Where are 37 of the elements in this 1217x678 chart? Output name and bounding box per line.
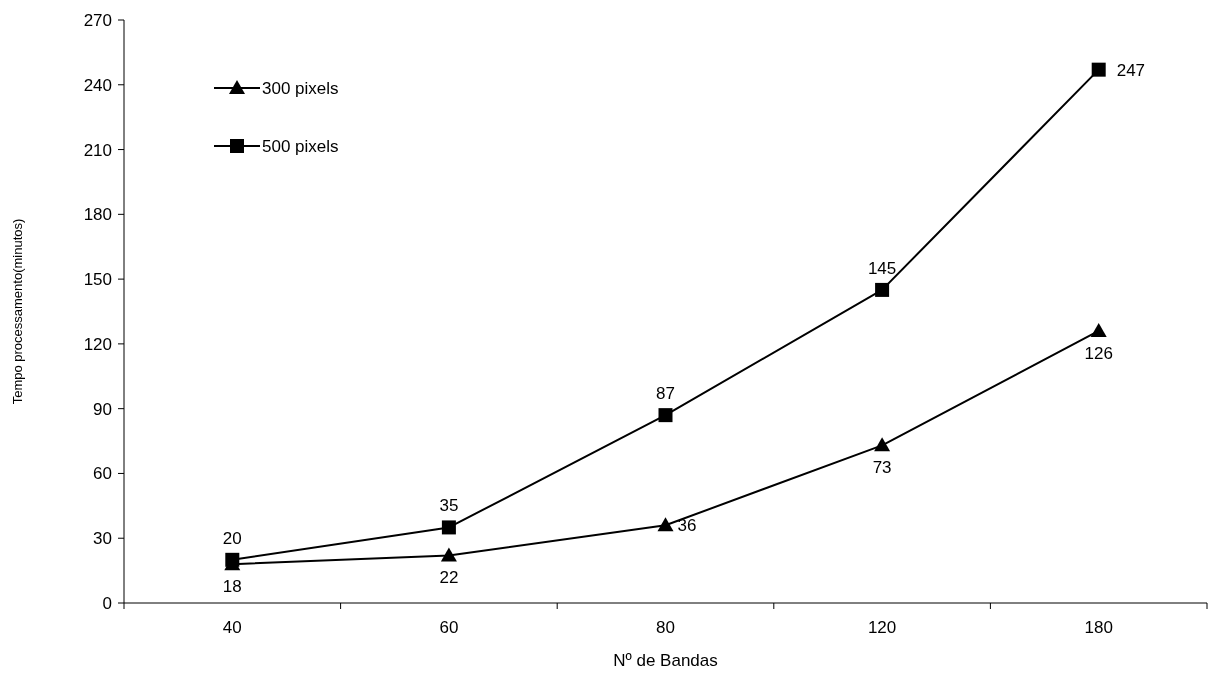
y-tick-label: 240 bbox=[83, 75, 112, 95]
y-tick-label: 0 bbox=[102, 593, 112, 613]
y-tick-label: 270 bbox=[83, 10, 112, 30]
x-tick-label: 180 bbox=[1084, 618, 1113, 637]
data-label: 145 bbox=[867, 258, 897, 278]
legend-label: 500 pixels bbox=[262, 136, 339, 156]
y-tick-label: 60 bbox=[93, 464, 112, 484]
x-tick-label: 120 bbox=[867, 618, 897, 637]
point bbox=[657, 517, 674, 532]
point bbox=[875, 282, 890, 297]
legend-label: 300 pixels bbox=[262, 78, 339, 98]
y-tick-label: 210 bbox=[83, 140, 112, 160]
data-label: 87 bbox=[656, 384, 675, 404]
point bbox=[658, 408, 673, 423]
data-label: 126 bbox=[1084, 343, 1113, 363]
point bbox=[440, 547, 457, 562]
data-label: 20 bbox=[222, 528, 242, 548]
point bbox=[1091, 62, 1106, 77]
point bbox=[441, 520, 456, 535]
x-tick-label: 60 bbox=[439, 618, 459, 637]
data-label: 73 bbox=[872, 458, 892, 478]
x-tick-label: 40 bbox=[222, 618, 242, 637]
data-label: 22 bbox=[439, 568, 459, 588]
y-tick-label: 30 bbox=[93, 529, 112, 549]
data-label: 35 bbox=[439, 496, 459, 516]
x-axis-title: Nº de Bandas bbox=[613, 651, 718, 670]
point bbox=[1090, 322, 1107, 337]
y-tick-label: 120 bbox=[83, 334, 112, 354]
y-tick-label: 180 bbox=[83, 205, 112, 225]
point bbox=[225, 552, 240, 567]
x-tick-label: 80 bbox=[656, 618, 675, 637]
y-tick-label: 90 bbox=[93, 399, 112, 419]
y-tick-label: 150 bbox=[83, 270, 112, 290]
data-label: 18 bbox=[222, 577, 242, 597]
data-label: 247 bbox=[1116, 60, 1146, 80]
y-axis-title: Tempo processamento(minutos) bbox=[10, 218, 25, 405]
point bbox=[874, 437, 891, 452]
